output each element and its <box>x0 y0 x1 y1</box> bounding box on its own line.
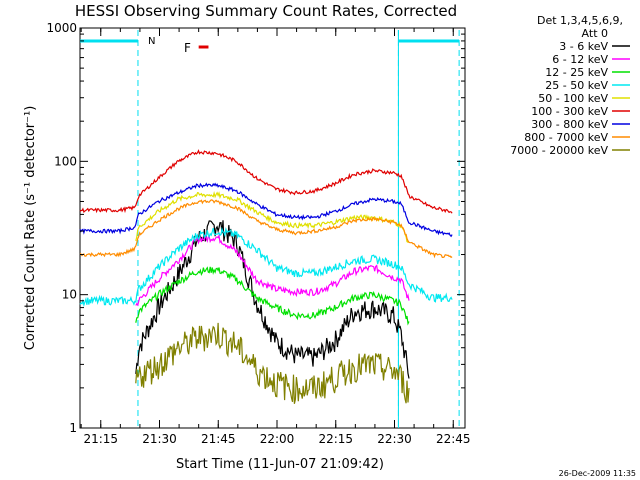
x-axis-label: Start Time (11-Jun-07 21:09:42) <box>176 457 384 472</box>
chart-title: HESSI Observing Summary Count Rates, Cor… <box>75 2 457 20</box>
legend-label: 300 - 800 keV <box>531 118 608 131</box>
legend-label: 25 - 50 keV <box>545 79 608 92</box>
legend-label: 3 - 6 keV <box>559 40 608 53</box>
series-line-5 <box>79 149 453 214</box>
legend-header-detectors: Det 1,3,4,5,6,9, <box>537 14 623 27</box>
flag-label-f: F <box>184 41 191 55</box>
x-tick-label: 21:15 <box>83 432 118 446</box>
series-line-0 <box>135 220 410 379</box>
series-line-4 <box>135 190 410 243</box>
plot-frame <box>79 27 466 429</box>
legend-label: 12 - 25 keV <box>545 66 608 79</box>
legend-label: 7000 - 20000 keV <box>510 144 608 157</box>
series-line-8 <box>135 322 410 404</box>
x-tick-label: 21:30 <box>142 432 177 446</box>
x-tick-label: 21:45 <box>201 432 236 446</box>
series-line-3 <box>79 226 453 308</box>
x-tick-label: 22:45 <box>436 432 471 446</box>
legend-label: 50 - 100 keV <box>538 92 608 105</box>
series-line-7 <box>79 199 453 259</box>
legend-label: 6 - 12 keV <box>552 53 608 66</box>
legend-label: 100 - 300 keV <box>531 105 608 118</box>
y-tick-label: 1 <box>69 421 77 435</box>
x-tick-label: 22:00 <box>260 432 295 446</box>
flag-label-n: N <box>148 36 155 47</box>
x-tick-label: 22:30 <box>377 432 412 446</box>
tick-group: 21:15 21:30 21:45 22:00 22:15 22:30 22:45 1 10 10… <box>46 21 470 446</box>
y-tick-label: 1000 <box>46 21 77 35</box>
series-line-2 <box>135 266 410 326</box>
series-line-1 <box>135 233 410 307</box>
y-axis-label: Corrected Count Rate (s⁻¹ detector⁻¹) <box>23 106 38 351</box>
legend-label: 800 - 7000 keV <box>524 131 608 144</box>
y-tick-label: 10 <box>62 288 77 302</box>
timestamp: 26-Dec-2009 11:35 <box>559 469 636 478</box>
y-tick-label: 100 <box>54 154 77 168</box>
series-group <box>79 149 453 404</box>
axes <box>79 27 466 429</box>
series-line-6 <box>79 182 453 238</box>
legend-header-attenuator: Att 0 <box>582 27 608 40</box>
x-tick-label: 22:15 <box>318 432 353 446</box>
